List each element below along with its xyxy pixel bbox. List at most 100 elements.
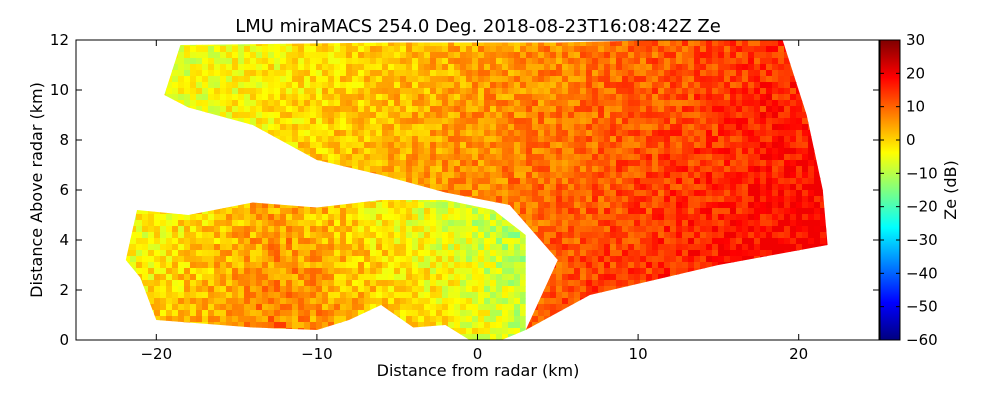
echo-cell (478, 88, 485, 95)
echo-cell (460, 64, 467, 71)
echo-cell (628, 106, 635, 113)
echo-cell (424, 82, 431, 89)
echo-cell (610, 58, 617, 65)
echo-cell (598, 184, 605, 191)
echo-cell (544, 298, 551, 305)
echo-cell (508, 202, 515, 209)
echo-cell (418, 58, 425, 65)
echo-cell (316, 64, 323, 71)
echo-cell (340, 154, 347, 161)
echo-cell (244, 76, 251, 83)
echo-cell (580, 226, 587, 233)
echo-cell (562, 232, 569, 239)
echo-cell (634, 280, 641, 287)
echo-cell (586, 118, 593, 125)
echo-cell (220, 112, 227, 119)
echo-cell (484, 40, 491, 47)
echo-cell (622, 106, 629, 113)
echo-cell (208, 52, 215, 59)
echo-cell (502, 142, 509, 149)
echo-cell (208, 82, 215, 89)
echo-cell (358, 118, 365, 125)
echo-cell (610, 190, 617, 197)
echo-cell (652, 124, 659, 131)
echo-cell (232, 58, 239, 65)
echo-cell (598, 190, 605, 197)
echo-cell (466, 76, 473, 83)
echo-cell (400, 70, 407, 77)
echo-cell (604, 160, 611, 167)
echo-cell (544, 172, 551, 179)
echo-cell (634, 160, 641, 167)
echo-cell (232, 106, 239, 113)
echo-cell (526, 130, 533, 137)
echo-cell (472, 112, 479, 119)
echo-cell (610, 280, 617, 287)
echo-cell (382, 82, 389, 89)
echo-cell (376, 40, 383, 47)
echo-cell (478, 100, 485, 107)
echo-cell (328, 118, 335, 125)
echo-cell (568, 160, 575, 167)
echo-cell (430, 166, 437, 173)
echo-cell (526, 106, 533, 113)
echo-cell (250, 70, 257, 77)
echo-cell (586, 238, 593, 245)
echo-cell (376, 70, 383, 77)
echo-cell (358, 76, 365, 83)
echo-cell (502, 94, 509, 101)
echo-cell (604, 58, 611, 65)
echo-cell (382, 100, 389, 107)
echo-cell (544, 106, 551, 113)
echo-cell (616, 154, 623, 161)
echo-cell (448, 106, 455, 113)
echo-cell (646, 112, 653, 119)
echo-cell (568, 76, 575, 83)
echo-cell (430, 184, 437, 191)
echo-cell (670, 118, 677, 125)
echo-cell (220, 82, 227, 89)
echo-cell (412, 130, 419, 137)
echo-cell (526, 64, 533, 71)
echo-cell (598, 154, 605, 161)
echo-cell (634, 256, 641, 263)
echo-cell (592, 76, 599, 83)
echo-cell (370, 130, 377, 137)
echo-cell (586, 208, 593, 215)
echo-cell (214, 94, 221, 101)
echo-cell (616, 214, 623, 221)
echo-cell (622, 64, 629, 71)
echo-cell (298, 94, 305, 101)
echo-cell (220, 76, 227, 83)
echo-cell (442, 46, 449, 53)
echo-cell (550, 196, 557, 203)
echo-cell (382, 112, 389, 119)
echo-cell (394, 118, 401, 125)
echo-cell (238, 64, 245, 71)
echo-cell (430, 118, 437, 125)
echo-cell (490, 106, 497, 113)
echo-cell (334, 70, 341, 77)
echo-cell (514, 184, 521, 191)
echo-cell (286, 106, 293, 113)
echo-cell (628, 238, 635, 245)
echo-cell (556, 154, 563, 161)
echo-cell (670, 76, 677, 83)
echo-cell (658, 88, 665, 95)
echo-cell (484, 52, 491, 59)
echo-cell (418, 82, 425, 89)
echo-cell (484, 70, 491, 77)
echo-cell (532, 214, 539, 221)
echo-cell (610, 160, 617, 167)
echo-cell (556, 304, 563, 311)
echo-cell (640, 106, 647, 113)
echo-cell (346, 58, 353, 65)
echo-cell (634, 220, 641, 227)
echo-cell (424, 154, 431, 161)
echo-cell (670, 46, 677, 53)
echo-cell (310, 88, 317, 95)
echo-cell (484, 124, 491, 131)
echo-cell (388, 142, 395, 149)
echo-cell (664, 106, 671, 113)
echo-cell (664, 88, 671, 95)
